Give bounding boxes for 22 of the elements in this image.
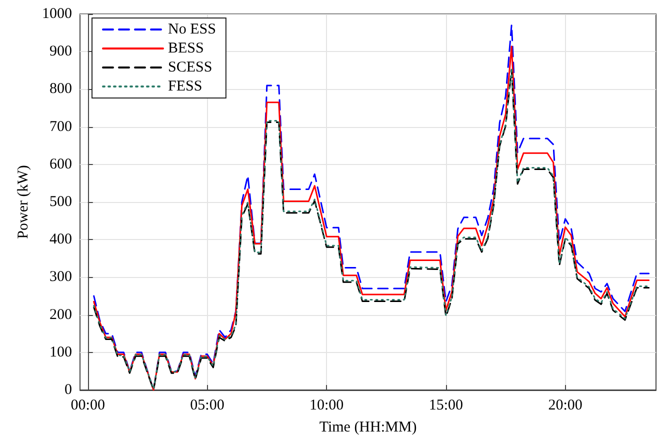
y-tick-label: 800 xyxy=(50,81,72,98)
y-tick-label: 900 xyxy=(50,44,72,60)
x-tick-label: 05:00 xyxy=(190,398,224,414)
x-tick-label: 15:00 xyxy=(428,398,464,414)
legend-label: BESS xyxy=(168,40,204,56)
y-tick-label: 100 xyxy=(50,344,72,360)
x-tick-label: 00:00 xyxy=(70,398,105,414)
y-tick-label: 200 xyxy=(50,306,72,323)
legend-label: SCESS xyxy=(168,60,212,76)
x-axis-title: Time (HH:MM) xyxy=(319,420,417,436)
y-tick-label: 700 xyxy=(50,118,72,135)
y-tick-label: 300 xyxy=(50,269,72,286)
legend-label: No ESS xyxy=(168,22,216,38)
y-axis-title: Power (kW) xyxy=(16,165,32,239)
y-tick-label: 0 xyxy=(64,382,72,398)
legend-label: FESS xyxy=(168,78,202,94)
y-tick-label: 500 xyxy=(50,194,72,210)
x-tick-label: 10:00 xyxy=(310,398,344,414)
y-tick-label: 400 xyxy=(50,232,72,248)
x-tick-label: 20:00 xyxy=(548,398,582,414)
y-tick-label: 1000 xyxy=(42,6,72,22)
y-tick-label: 600 xyxy=(50,156,72,172)
